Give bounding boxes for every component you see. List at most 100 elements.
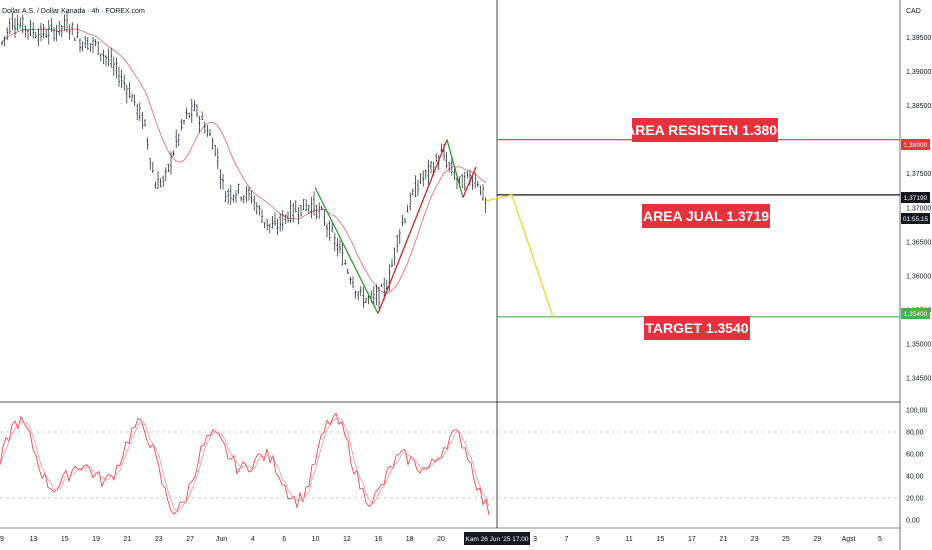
time-tick-label: 29 [813, 536, 821, 543]
candle [92, 37, 94, 54]
candle [268, 223, 271, 234]
time-tick-label: Jun [216, 536, 227, 543]
target-tag-text: 1,35400 [904, 311, 928, 318]
candle [471, 174, 474, 190]
candle [266, 219, 269, 231]
candle [6, 27, 9, 41]
time-tick-label: 7 [564, 536, 568, 543]
candle [81, 41, 84, 51]
target-annotation[interactable]: TARGET 1.3540 [644, 316, 750, 340]
target-label-bg [644, 316, 750, 340]
candle [164, 167, 167, 182]
time-tick-label: 21 [124, 536, 132, 543]
candle [193, 99, 196, 112]
candle [281, 210, 284, 231]
candle [11, 12, 14, 31]
candle [289, 200, 292, 223]
candle [99, 53, 102, 62]
time-tick-label: 16 [374, 536, 382, 543]
resist-annotation[interactable]: AREA RESISTEN 1.3800 [625, 118, 785, 142]
candle [313, 191, 315, 216]
candle [79, 38, 81, 53]
candle [248, 186, 250, 201]
candle [380, 283, 383, 287]
candle [453, 168, 456, 180]
candle [128, 82, 131, 98]
candle [42, 23, 45, 39]
candle [216, 148, 219, 170]
candle [68, 24, 71, 40]
projection-line [485, 194, 554, 318]
candle [258, 205, 261, 216]
candle [362, 286, 365, 308]
candle [245, 185, 248, 203]
zigzag-leg [446, 139, 464, 198]
candle [476, 180, 479, 187]
osc-tick-label: 40,00 [906, 474, 924, 481]
candle [120, 69, 123, 89]
candle [349, 276, 352, 285]
candle [84, 36, 87, 48]
oscillator-axis[interactable]: 100,00 80,00 60,00 40,00 20,00 0,00 [906, 408, 928, 525]
candle [427, 159, 430, 185]
candle [24, 25, 27, 38]
candle [198, 115, 201, 133]
sell-annotation[interactable]: AREA JUAL 1.3719 [642, 204, 770, 228]
price-tick-label: 1,39000 [906, 69, 931, 76]
candle [411, 188, 414, 196]
time-tick-label: Agst [842, 536, 856, 543]
candle [29, 19, 32, 36]
candle [125, 84, 128, 104]
price-tick-label: 1,39500 [906, 35, 931, 42]
candle [463, 171, 466, 191]
candle [424, 169, 427, 180]
zigzag-pattern [314, 139, 477, 314]
candle [261, 209, 263, 223]
candle [482, 184, 484, 201]
candle [136, 103, 139, 121]
candle [183, 119, 185, 125]
time-tick-label: 19 [92, 536, 100, 543]
candle [417, 179, 419, 196]
candle [40, 22, 42, 42]
time-tick-label: 25 [782, 536, 790, 543]
candle [14, 17, 16, 39]
candle [133, 95, 136, 106]
symbol-title[interactable]: Dollar A.S. / Dollar Kanada · 4h · FOREX… [2, 8, 145, 15]
stoch-d-line [0, 417, 490, 513]
candle [398, 228, 401, 245]
candle [3, 36, 6, 47]
candle [292, 202, 295, 223]
target-label: TARGET 1.3540 [645, 320, 748, 336]
candle [326, 223, 328, 238]
candle [372, 286, 375, 305]
candle [466, 171, 469, 179]
candle [276, 218, 279, 236]
candle [144, 119, 146, 127]
resist-tag-text: 1,38000 [904, 142, 928, 149]
candle [47, 19, 50, 45]
resist-price-tag: 1,38000 [901, 139, 930, 150]
candle [435, 153, 438, 162]
candle [102, 49, 105, 65]
candle [154, 181, 157, 189]
candle [196, 104, 198, 118]
candle [16, 15, 19, 31]
candle [138, 102, 141, 121]
current-price-tag: 1,37190 [901, 192, 930, 203]
candle [294, 200, 297, 213]
candle [393, 247, 396, 266]
time-axis[interactable]: 9131519212327Jun46101216182024Jul3791115… [0, 536, 882, 543]
candle [375, 284, 378, 306]
moving-average [1, 28, 486, 294]
candle [73, 37, 76, 41]
candle [206, 125, 209, 137]
candle [302, 198, 305, 211]
candle [448, 161, 451, 173]
candle [21, 14, 24, 34]
candle [479, 185, 482, 196]
candle [32, 22, 35, 39]
